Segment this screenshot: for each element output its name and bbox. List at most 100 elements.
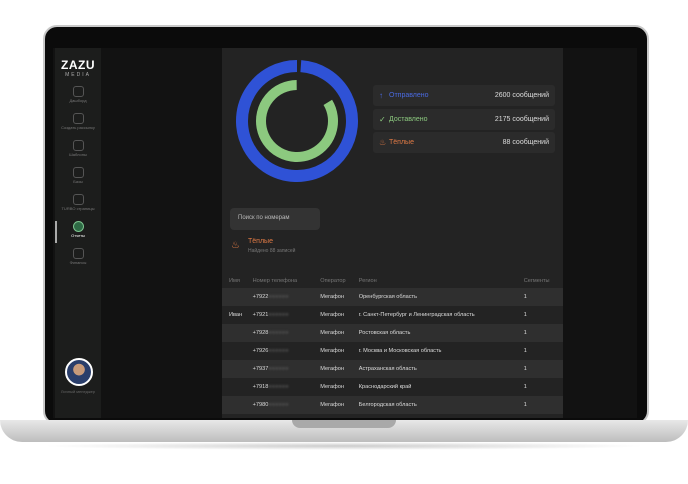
table-row[interactable]: +7918●●●●●● Мегафон Краснодарский край 1 — [222, 378, 563, 396]
column-header: Сегменты — [523, 278, 550, 284]
table-cell: Мегафон — [320, 396, 359, 414]
table-cell: Мегафон — [320, 378, 358, 396]
pot-icon: ♨ — [379, 138, 387, 147]
table-cell: 1 — [524, 306, 563, 324]
cell-text: +7926 — [252, 348, 269, 354]
sidebar-item[interactable]: TURBO страницы — [55, 194, 101, 221]
check-circle-icon: ✓ — [379, 114, 386, 124]
cell-text: Белгородская область — [358, 402, 417, 408]
cell-text: Мегафон — [320, 366, 344, 372]
turbo-pages-icon — [72, 194, 84, 205]
table-cell: +7921●●●●●● — [253, 306, 321, 324]
logo: ZAZU — [61, 58, 95, 72]
table-cell: Мегафон — [320, 324, 359, 342]
cell-text: +7937 — [252, 366, 269, 372]
finance-icon — [72, 248, 84, 259]
reports-icon — [72, 221, 84, 232]
table-cell: +7918●●●●●● — [253, 378, 321, 396]
cell-text: Мегафон — [320, 330, 344, 336]
sidebar-item[interactable]: Шаблоны — [55, 140, 101, 167]
table-row[interactable]: +7980●●●●●● Мегафон Белгородская область 1 — [222, 396, 563, 414]
sidebar-item-label: TURBO страницы — [61, 206, 95, 211]
stat-value: 88 сообщений — [502, 139, 549, 146]
cell-text: Иван — [229, 312, 243, 318]
sidebar-item[interactable]: Финансы — [55, 248, 101, 275]
table-row[interactable]: +7926●●●●●● Мегафон г. Москва и Московская… — [222, 342, 563, 360]
section-subtitle: Найдено 88 записей — [248, 248, 296, 254]
table-cell — [222, 288, 253, 306]
cell-text: 1 — [523, 384, 527, 390]
cell-text: +7921 — [252, 312, 269, 318]
table-cell: г. Санкт-Петербург и Ленинградская облас… — [359, 306, 524, 324]
table-cell: Астраханская область — [358, 360, 524, 378]
column-header: Оператор — [320, 278, 346, 284]
cell-text: Астраханская область — [358, 366, 417, 372]
masked-digits: ●●●●●● — [268, 330, 289, 336]
masked-digits: ●●●●●● — [268, 294, 289, 300]
templates-icon — [72, 140, 84, 151]
stat-value: 2600 сообщений — [494, 92, 549, 99]
manager-label: Личный менеджер — [60, 389, 96, 394]
sidebar: ZAZU MEDIA Дашборд Создать рассылку Шаблон… — [55, 48, 101, 418]
table-cell: 1 — [523, 360, 563, 378]
sidebar-item-label: Базы — [73, 179, 83, 184]
sidebar-item-label: Отчеты — [71, 233, 85, 238]
sidebar-item-label: Финансы — [69, 260, 87, 265]
table-cell: 1 — [524, 342, 563, 360]
table-cell: 1 — [523, 288, 563, 306]
cell-text: 1 — [523, 294, 527, 300]
table-cell: г. Москва и Московская область — [359, 342, 524, 360]
masked-digits: ●●●●●● — [268, 384, 289, 390]
stat-label: Доставлено — [389, 115, 428, 123]
table-row[interactable]: +7937●●●●●● Мегафон Астраханская область 1 — [222, 360, 563, 378]
masked-digits: ●●●●●● — [268, 402, 289, 408]
table-cell — [222, 396, 253, 414]
cell-text: 1 — [523, 366, 527, 372]
column-header: Номер телефона — [252, 278, 298, 284]
cell-text: Мегафон — [320, 402, 344, 408]
cell-text: г. Москва и Московская область — [358, 348, 442, 354]
table-cell: Мегафон — [320, 360, 359, 378]
results-table: Имя Номер телефона Оператор Регион Сегменты +… — [222, 274, 563, 414]
table-cell: +7926●●●●●● — [253, 342, 321, 360]
sidebar-item[interactable]: Дашборд — [55, 86, 101, 113]
cell-text: +7918 — [252, 384, 269, 390]
sidebar-nav: Дашборд Создать рассылку Шаблоны Базы TURBO … — [55, 86, 101, 275]
table-cell — [222, 360, 253, 378]
sidebar-item[interactable]: Отчеты — [55, 221, 101, 248]
column-header: Имя — [229, 278, 240, 284]
cell-text: 1 — [523, 330, 527, 336]
masked-digits: ●●●●●● — [268, 312, 289, 318]
cell-text: Мегафон — [320, 348, 344, 354]
stat-label: Тёплые — [389, 139, 414, 146]
column-header: Регион — [358, 278, 377, 284]
database-icon — [72, 167, 84, 178]
table-cell: Мегафон — [320, 306, 358, 324]
stat-card: ♨ Тёплые 88 сообщений — [373, 132, 555, 153]
sent-ring — [236, 60, 358, 182]
masked-digits: ●●●●●● — [268, 366, 289, 372]
sidebar-item[interactable]: Создать рассылку — [55, 113, 101, 140]
table-cell: 1 — [523, 396, 563, 414]
cell-text: 1 — [523, 348, 527, 354]
avatar[interactable] — [65, 358, 93, 386]
table-cell: Мегафон — [320, 342, 358, 360]
laptop-notch — [292, 420, 396, 428]
table-cell: Мегафон — [320, 288, 359, 306]
stat-card: ↑ Отправлено 2600 сообщений — [373, 85, 555, 106]
table-cell: Оренбургская область — [358, 288, 524, 306]
screen: ZAZU MEDIA Дашборд Создать рассылку Шаблон… — [53, 48, 637, 418]
cell-text: Мегафон — [320, 384, 344, 390]
table-row[interactable]: +7922●●●●●● Мегафон Оренбургская область 1 — [222, 288, 563, 306]
cell-text: Ростовская область — [358, 330, 411, 336]
sidebar-item-label: Создать рассылку — [61, 125, 95, 130]
table-cell: 1 — [523, 324, 563, 342]
table-row[interactable]: Иван +7921●●●●●● Мегафон г. Санкт-Петербург… — [222, 306, 563, 324]
sidebar-item[interactable]: Базы — [55, 167, 101, 194]
cell-text: Мегафон — [320, 312, 344, 318]
create-mailing-icon — [72, 113, 84, 124]
cell-text: +7980 — [252, 402, 269, 408]
table-row[interactable]: +7928●●●●●● Мегафон Ростовская область 1 — [222, 324, 563, 342]
sidebar-item-label: Шаблоны — [69, 152, 87, 157]
search-input[interactable]: Поиск по номерам — [230, 208, 320, 230]
